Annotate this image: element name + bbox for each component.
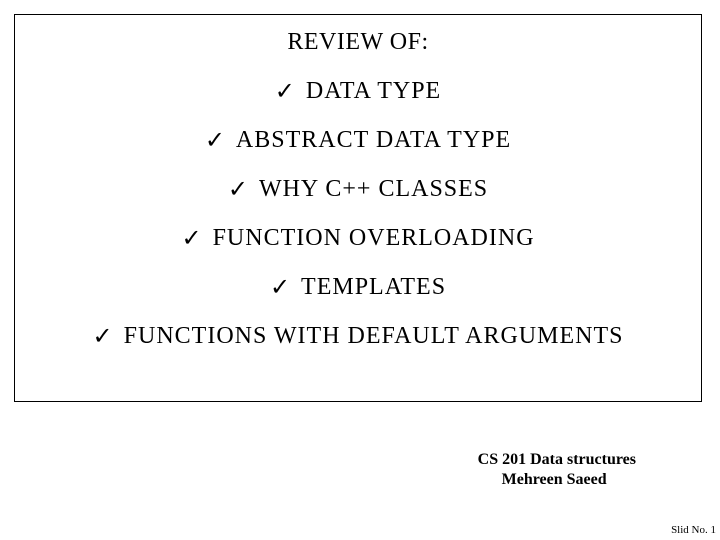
- item-text: ABSTRACT DATA TYPE: [236, 127, 511, 154]
- content-box: REVIEW OF: ✓ DATA TYPE ✓ ABSTRACT DATA T…: [14, 14, 702, 402]
- item-text: TEMPLATES: [301, 274, 446, 301]
- check-icon: ✓: [275, 80, 296, 104]
- item-text: FUNCTIONS WITH DEFAULT ARGUMENTS: [124, 323, 624, 350]
- item-text: WHY C++ CLASSES: [259, 176, 488, 203]
- footer-author: Mehreen Saeed: [478, 470, 636, 490]
- check-icon: ✓: [270, 276, 291, 300]
- bullet-list: ✓ DATA TYPE ✓ ABSTRACT DATA TYPE ✓ WHY C…: [15, 78, 701, 350]
- list-item: ✓ FUNCTION OVERLOADING: [181, 225, 534, 252]
- check-icon: ✓: [181, 227, 202, 251]
- list-item: ✓ WHY C++ CLASSES: [228, 176, 488, 203]
- slide-heading: REVIEW OF:: [15, 29, 701, 56]
- item-text: FUNCTION OVERLOADING: [213, 225, 535, 252]
- slide-number: Slid No. 1: [671, 524, 716, 536]
- list-item: ✓ DATA TYPE: [275, 78, 441, 105]
- list-item: ✓ ABSTRACT DATA TYPE: [205, 127, 511, 154]
- list-item: ✓ TEMPLATES: [270, 274, 446, 301]
- footer-block: CS 201 Data structures Mehreen Saeed: [478, 450, 636, 490]
- footer-course: CS 201 Data structures: [478, 450, 636, 470]
- check-icon: ✓: [93, 325, 114, 349]
- check-icon: ✓: [228, 178, 249, 202]
- check-icon: ✓: [205, 129, 226, 153]
- list-item: ✓ FUNCTIONS WITH DEFAULT ARGUMENTS: [93, 323, 624, 350]
- item-text: DATA TYPE: [306, 78, 441, 105]
